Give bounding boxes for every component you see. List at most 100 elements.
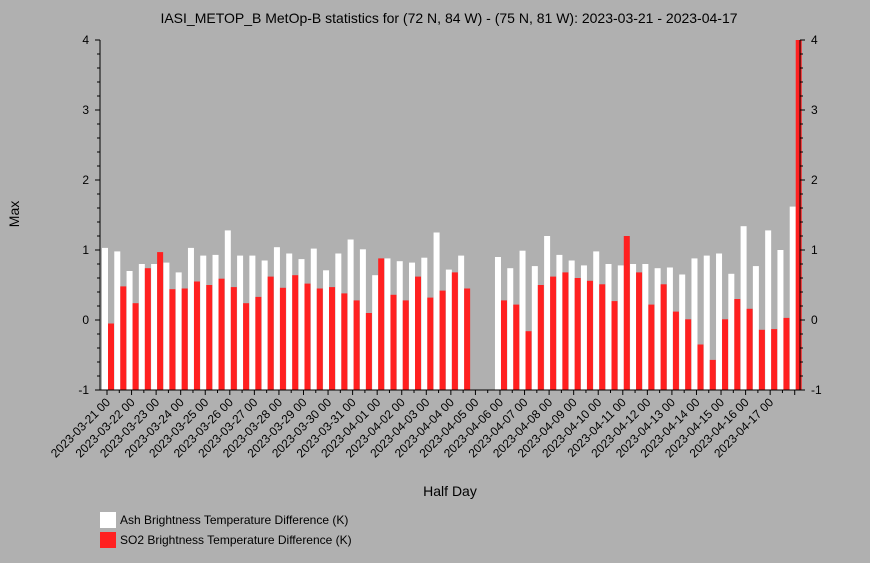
so2-bar [427,297,434,390]
so2-bar [537,285,544,390]
so2-bar [550,276,557,390]
so2-bar [636,272,643,390]
so2-bar [243,303,250,390]
chart-title: IASI_METOP_B MetOp-B statistics for (72 … [160,10,737,26]
ash-bar [396,261,403,390]
ash-bar [372,275,379,390]
y-ticks-group: -1 -1 0 0 1 1 2 2 3 3 4 4 [78,33,822,397]
so2-bar [648,304,655,390]
ash-bar [151,264,158,390]
so2-bar [734,299,741,390]
so2-bar [279,287,286,390]
ash-bar [752,266,759,390]
so2-bar [230,287,237,390]
ash-bar [507,268,514,390]
so2-bar [439,290,446,390]
so2-bar [267,276,274,390]
ash-bar [765,230,772,390]
so2-bar [709,359,716,390]
so2-bar [353,300,360,390]
ash-bar [347,239,354,390]
so2-bar [120,286,127,390]
so2-bar [329,287,336,390]
so2-bar [586,280,593,390]
ash-bar [740,226,747,390]
ash-bar [642,264,649,390]
bars-group [102,40,802,390]
ash-bar [445,269,452,390]
y-tick-label-right: 3 [811,103,818,117]
so2-bar [255,296,262,390]
so2-bar [611,301,618,390]
ash-bar [200,255,207,390]
so2-bar [771,329,778,390]
so2-bar [181,288,188,390]
y-tick-label-left: 1 [82,243,89,257]
ash-bar [568,260,575,390]
axes-group [99,40,801,391]
so2-bar [562,272,569,390]
so2-bar [623,236,630,390]
so2-bar [415,276,422,390]
y-tick-label-right: 4 [811,33,818,47]
so2-bar [144,268,151,390]
so2-bar [783,317,790,390]
y-tick-label-right: -1 [811,383,822,397]
ash-bar [310,248,317,390]
ash-bar [114,251,121,390]
so2-bar [513,304,520,390]
so2-bar [758,329,765,390]
so2-bar [169,289,176,390]
ash-bar [212,254,219,390]
ash-bar [777,250,784,390]
so2-bar [574,278,581,390]
y-tick-label-right: 2 [811,173,818,187]
ash-bar [421,257,428,390]
y-tick-label-right: 1 [811,243,818,257]
ash-bar [519,250,526,390]
ash-bar [126,271,133,390]
so2-bar [206,285,213,390]
ash-bar [175,272,182,390]
so2-bar [451,272,458,390]
ash-bar [138,264,145,390]
so2-bar [722,319,729,390]
ash-bar [359,249,366,390]
so2-bar [599,284,606,390]
so2-bar [365,313,372,390]
legend-swatch-ash [100,512,116,528]
ash-bar [384,258,391,390]
ash-bar [630,264,637,390]
ash-bar [716,253,723,390]
so2-bar [660,284,667,390]
y-tick-label-right: 0 [811,313,818,327]
so2-bar [292,275,299,390]
x-axis-label: Half Day [423,483,477,499]
ash-bar [458,255,465,390]
so2-bar [378,258,385,390]
so2-bar [108,323,114,390]
legend-label-ash: Ash Brightness Temperature Difference (K… [120,513,348,527]
ash-bar [605,264,612,390]
ash-bar [666,267,673,390]
ash-bar [728,273,735,390]
ash-bar [580,265,587,390]
ash-bar [102,247,108,390]
so2-bar [672,311,679,390]
ash-bar [531,266,538,390]
ash-bar [654,268,661,390]
ash-bar [261,260,268,390]
ash-bar [224,230,231,390]
ash-bar [249,255,256,390]
ash-bar [286,253,293,390]
legend-label-so2: SO2 Brightness Temperature Difference (K… [120,533,352,547]
so2-bar [500,300,507,390]
so2-bar [157,252,164,390]
ash-bar [187,247,194,390]
ash-bar [691,258,698,390]
so2-bar [746,308,753,390]
ash-bar [335,253,342,390]
legend: Ash Brightness Temperature Difference (K… [100,512,352,548]
so2-bar [525,331,532,390]
